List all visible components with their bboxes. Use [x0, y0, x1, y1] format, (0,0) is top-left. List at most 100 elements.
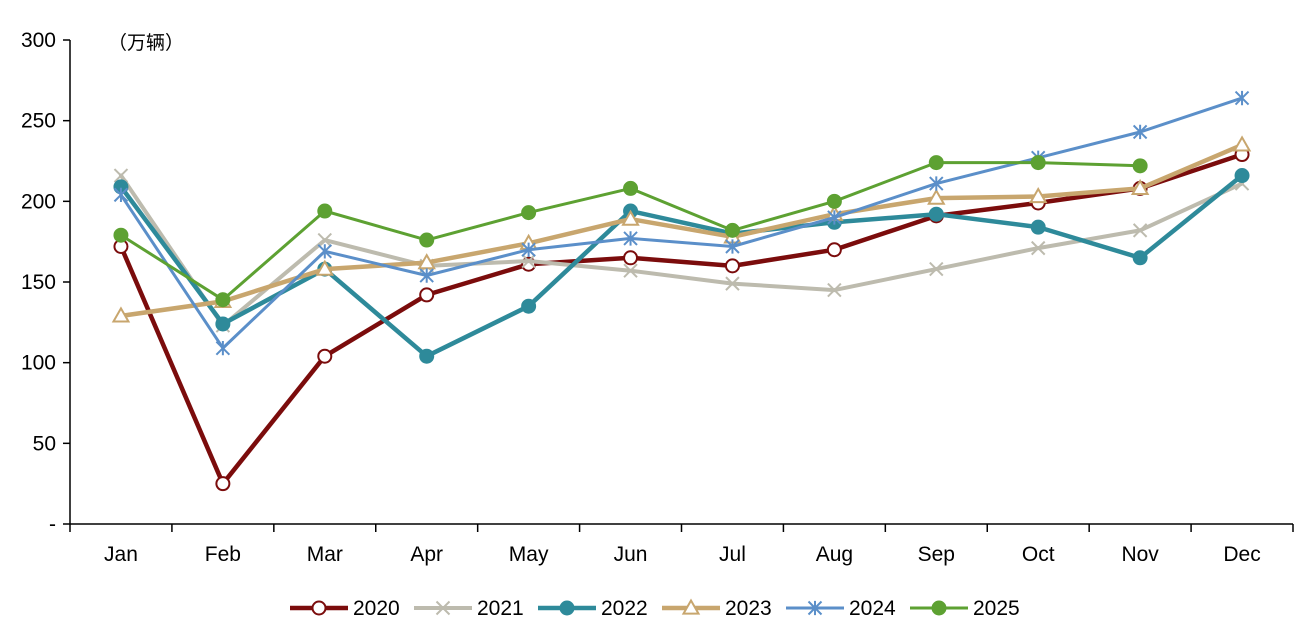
series-layer — [111, 90, 1252, 492]
legend-label: 2023 — [725, 597, 772, 620]
marker-dot — [826, 193, 842, 209]
data-point — [435, 600, 451, 616]
legend-item-2024: 2024 — [786, 597, 896, 620]
y-tick-label: 150 — [21, 271, 56, 294]
data-point — [317, 348, 333, 364]
data-point — [1132, 158, 1148, 174]
data-point — [113, 227, 129, 243]
x-tick-label: Jan — [104, 543, 138, 566]
series-2020 — [113, 147, 1250, 492]
marker-asterisk — [317, 244, 332, 259]
marker-triangle — [1028, 186, 1048, 204]
data-point — [621, 209, 640, 226]
data-point — [317, 232, 332, 248]
marker-dot — [1132, 250, 1148, 266]
marker-asterisk — [929, 176, 944, 191]
data-point — [826, 193, 842, 209]
series-2024 — [113, 90, 1250, 356]
data-point — [623, 231, 638, 246]
x-tick-label: Feb — [205, 543, 241, 566]
marker-dot — [928, 206, 944, 222]
data-point — [623, 263, 638, 278]
marker-dot — [724, 222, 740, 238]
data-point — [1132, 124, 1148, 140]
unit-label: （万辆） — [108, 32, 184, 54]
data-point — [928, 155, 944, 171]
data-point — [311, 600, 327, 616]
data-point — [724, 222, 740, 238]
data-point — [521, 253, 536, 269]
legend-item-2023: 2023 — [662, 597, 772, 620]
marker-x — [113, 168, 129, 183]
x-tick-label: Nov — [1121, 543, 1159, 566]
marker-dot — [1234, 168, 1250, 184]
data-point — [725, 276, 740, 291]
series-line-2024 — [119, 96, 1244, 350]
data-point — [1132, 250, 1148, 266]
marker-x — [1132, 223, 1148, 238]
marker-dot — [1030, 155, 1046, 171]
marker-asterisk — [1234, 90, 1250, 106]
data-point — [419, 348, 435, 364]
legend: 2020 2021 2022 2023 2024 2025 — [290, 597, 1020, 620]
marker-x — [827, 282, 842, 298]
marker-asterisk — [419, 268, 434, 283]
series-line-2023 — [118, 142, 1245, 319]
x-tick-label: Sep — [918, 543, 955, 566]
data-point — [113, 187, 129, 203]
marker-dot — [931, 600, 947, 616]
marker-dot — [559, 600, 575, 616]
data-point — [1030, 155, 1046, 171]
data-point — [1130, 178, 1150, 196]
data-point — [521, 205, 537, 221]
series-line-2022 — [118, 173, 1245, 359]
marker-triangle — [681, 598, 701, 615]
data-point — [623, 250, 639, 266]
x-tick-label: Mar — [307, 543, 343, 566]
marker-asterisk — [215, 340, 231, 356]
marker-circle — [826, 242, 842, 258]
y-tick-label: 250 — [21, 110, 56, 133]
marker-dot — [317, 203, 333, 219]
marker-dot — [215, 292, 231, 308]
marker-dot — [215, 316, 231, 332]
data-point — [929, 261, 944, 277]
data-point — [827, 282, 842, 298]
data-point — [931, 600, 947, 616]
legend-label: 2024 — [849, 597, 896, 620]
marker-triangle — [1130, 178, 1150, 196]
data-point — [1234, 168, 1250, 184]
data-point — [724, 258, 740, 274]
marker-dot — [928, 155, 944, 171]
marker-circle — [317, 348, 333, 364]
data-point — [317, 244, 332, 259]
data-point — [317, 203, 333, 219]
y-tick-label: 300 — [21, 29, 56, 52]
marker-x — [929, 261, 944, 277]
data-point — [928, 206, 944, 222]
marker-dot — [113, 227, 129, 243]
marker-x — [317, 232, 332, 248]
x-tick-label: Aug — [816, 543, 853, 566]
marker-x — [435, 600, 451, 616]
marker-x — [623, 263, 638, 278]
data-point — [521, 242, 536, 257]
data-point — [827, 210, 842, 225]
marker-asterisk — [807, 600, 823, 616]
marker-dot — [521, 298, 537, 314]
marker-asterisk — [521, 242, 536, 257]
data-point — [725, 239, 740, 254]
data-point — [929, 176, 944, 191]
marker-x — [725, 276, 740, 291]
data-point — [419, 287, 435, 303]
marker-circle — [724, 258, 740, 274]
marker-circle — [215, 476, 231, 492]
legend-item-2025: 2025 — [910, 597, 1020, 620]
marker-x — [521, 253, 536, 269]
marker-triangle — [1232, 135, 1252, 152]
legend-label: 2021 — [477, 597, 524, 620]
y-tick-label: 50 — [33, 432, 56, 455]
data-point — [215, 340, 231, 356]
marker-asterisk — [1132, 124, 1148, 140]
